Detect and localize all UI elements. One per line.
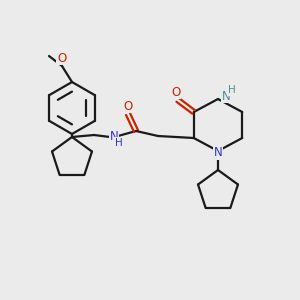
Text: H: H	[228, 85, 236, 95]
Text: N: N	[214, 146, 222, 160]
Text: O: O	[57, 52, 67, 64]
Text: H: H	[115, 138, 123, 148]
Text: N: N	[110, 130, 118, 142]
Text: N: N	[222, 89, 230, 103]
Text: O: O	[123, 100, 133, 112]
Text: O: O	[171, 85, 180, 98]
